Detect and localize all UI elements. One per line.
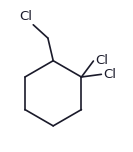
Text: Cl: Cl	[20, 10, 33, 23]
Text: Cl: Cl	[95, 54, 108, 67]
Text: Cl: Cl	[103, 68, 116, 81]
